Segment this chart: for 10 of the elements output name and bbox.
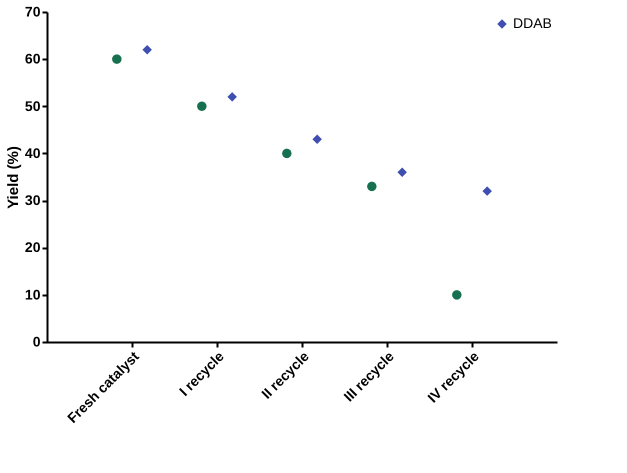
y-tick-label: 0 bbox=[32, 334, 41, 350]
y-tick-label: 70 bbox=[24, 4, 41, 20]
y-tick-label: 10 bbox=[24, 286, 41, 302]
y-tick-label: 60 bbox=[24, 50, 41, 67]
legend-label: DDAB bbox=[513, 15, 552, 31]
y-tick-label: 20 bbox=[24, 239, 41, 256]
y-tick-label: 50 bbox=[24, 98, 41, 114]
y-tick-label: 40 bbox=[24, 144, 41, 161]
y-axis-title: Yield (%) bbox=[4, 146, 22, 209]
y-tick-label: 30 bbox=[24, 192, 41, 208]
